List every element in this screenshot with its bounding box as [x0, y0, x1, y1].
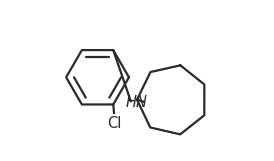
Text: HN: HN	[126, 95, 148, 110]
Text: Cl: Cl	[107, 116, 121, 131]
